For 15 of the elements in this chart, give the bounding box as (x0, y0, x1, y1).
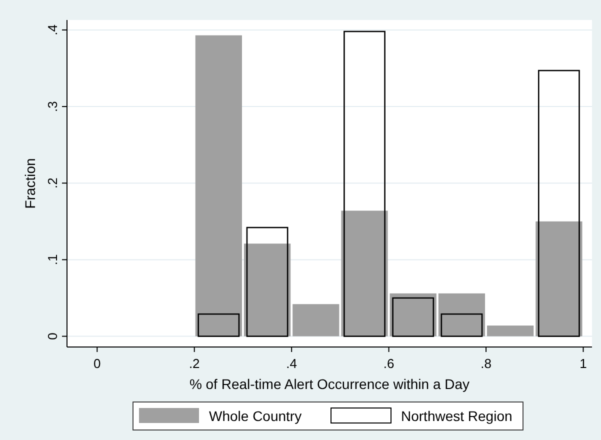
y-axis-title: Fraction (22, 158, 38, 209)
y-tick-label: .3 (45, 101, 60, 112)
y-tick-label: .2 (45, 178, 60, 189)
x-tick-label: 1 (580, 356, 587, 371)
legend-label: Northwest Region (401, 408, 512, 424)
x-axis-title: % of Real-time Alert Occurrence within a Day (189, 376, 470, 392)
x-tick-label: .4 (286, 356, 298, 371)
x-tick-label: .6 (383, 356, 394, 371)
y-tick-label: 0 (45, 332, 60, 340)
x-tick-label: 0 (94, 356, 101, 371)
y-tick-label: .4 (45, 24, 60, 36)
y-tick-label: .1 (45, 254, 60, 266)
x-tick-label: .8 (480, 356, 492, 371)
x-tick-label: .2 (188, 356, 200, 371)
legend-label: Whole Country (209, 408, 302, 424)
